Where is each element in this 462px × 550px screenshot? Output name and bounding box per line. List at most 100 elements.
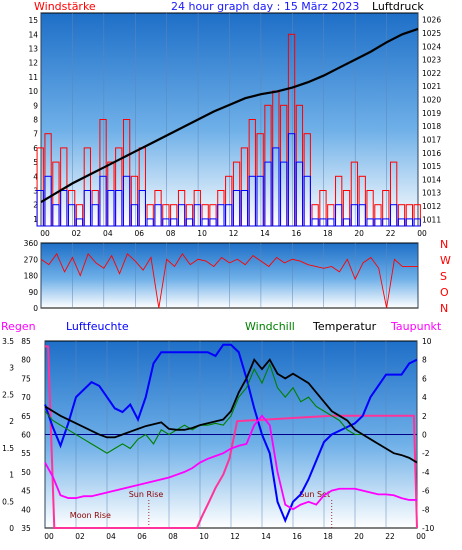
direction-y-tick: 0: [33, 304, 38, 313]
luftfeuchte-tick: 55: [21, 449, 31, 458]
climate-x-tick: 00: [44, 532, 54, 541]
humidity-line: [44, 343, 418, 524]
compass-label: S: [440, 270, 447, 283]
wind-avg-bar: [107, 190, 115, 227]
wind-avg-bar: [217, 204, 225, 227]
direction-grid: [40, 243, 419, 308]
wind-avg-bar: [146, 218, 154, 227]
climate-x-tick: 04: [106, 532, 116, 541]
wind-avg-bar: [201, 218, 209, 227]
temperature-ticks: -10 -8 -6 -4 -2 0 2 4 6 8 10: [422, 337, 434, 533]
temperature-tick: 2: [422, 412, 427, 421]
temperature-tick: -10: [422, 524, 434, 533]
wind-avg-bar: [209, 218, 217, 227]
temperature-tick: 4: [422, 393, 427, 402]
climate-x-tick: 22: [385, 532, 395, 541]
wind-x-tick: 20: [354, 229, 364, 238]
pressure-y-tick: 1017: [422, 135, 441, 144]
wind-avg-bar: [162, 218, 170, 227]
compass-label: N: [440, 302, 448, 315]
climate-x-ticks: 00 02 04 06 08 10 12 14 16 18 20 22 00: [44, 532, 426, 541]
event-label: Sun Set: [299, 490, 330, 499]
regen-label: Regen: [1, 320, 36, 333]
wind-y-tick: 7: [33, 130, 38, 139]
dewpoint-line: [44, 414, 417, 511]
wind-avg-bar: [287, 133, 296, 227]
wind-y-tick: 1: [33, 215, 38, 224]
wind-avg-bar: [342, 218, 351, 227]
pressure-y-tick: 1018: [422, 122, 441, 131]
wind-avg-bar: [138, 190, 146, 227]
wind-avg-bar: [170, 218, 178, 227]
pressure-y-tick: 1026: [422, 16, 441, 25]
wind-x-tick: 10: [197, 229, 207, 238]
wind-avg-bar: [319, 218, 327, 227]
wind-avg-series: [36, 133, 421, 227]
temperatur-label: Temperatur: [312, 320, 377, 333]
wind-y-tick: 13: [28, 45, 38, 54]
climate-x-tick: 20: [354, 532, 364, 541]
temperature-line: [44, 357, 418, 464]
pressure-y-tick: 1013: [422, 189, 441, 198]
pressure-y-tick: 1012: [422, 202, 441, 211]
event-label: Moon Rise: [70, 511, 111, 520]
pressure-y-tick: 1014: [422, 175, 441, 184]
wind-x-tick: 12: [229, 229, 239, 238]
climate-x-tick: 18: [323, 532, 333, 541]
wind-avg-bar: [390, 204, 398, 227]
wind-avg-bar: [52, 204, 60, 227]
direction-y-tick: 270: [24, 255, 39, 264]
wind-avg-bar: [248, 175, 256, 227]
wind-avg-bar: [272, 147, 280, 227]
wind-avg-bar: [327, 218, 335, 227]
wind-x-tick: 22: [386, 229, 396, 238]
wind-y-tick: 11: [28, 73, 38, 82]
compass-label: O: [440, 286, 449, 299]
wind-avg-bar: [99, 175, 107, 227]
wind-avg-bar: [67, 204, 76, 227]
wind-x-tick: 00: [40, 229, 50, 238]
wind-x-tick: 02: [72, 229, 82, 238]
wind-avg-bar: [382, 218, 390, 227]
windchill-label: Windchill: [245, 320, 295, 333]
regen-tick: 0.5: [2, 497, 14, 506]
regen-tick: 1.5: [2, 444, 14, 453]
pressure-y-ticks: 1011 1012 1013 1014 1015 1016 1017 1018 1019 1020…: [422, 16, 441, 225]
wind-avg-bar: [311, 218, 319, 227]
wind-y-tick: 8: [33, 116, 38, 125]
wind-avg-bar: [91, 204, 99, 227]
wind-y-tick: 12: [28, 59, 38, 68]
wind-x-tick: 08: [166, 229, 176, 238]
wind-avg-bar: [122, 175, 131, 227]
direction-y-tick: 180: [24, 272, 39, 281]
wind-avg-bar: [397, 218, 406, 227]
temperature-tick: -2: [422, 449, 430, 458]
wind-avg-bar: [154, 204, 162, 227]
wind-y-tick: 14: [28, 30, 38, 39]
luftfeuchte-tick: 75: [21, 374, 31, 383]
wind-y-tick: 4: [33, 172, 38, 181]
luftfeuchte-tick: 80: [21, 356, 31, 365]
pressure-y-tick: 1015: [422, 162, 441, 171]
regen-ticks: 0 0.5 1 1.5 2 2.5 3 3.5: [2, 337, 14, 533]
pressure-y-tick: 1024: [422, 42, 441, 51]
wind-y-tick: 15: [28, 16, 38, 25]
wind-avg-bar: [83, 190, 91, 227]
compass-label: W: [440, 254, 451, 267]
regen-tick: 1: [9, 471, 14, 480]
wind-x-ticks: 00 02 04 06 08 10 12 14 16 18 20 22 00: [40, 229, 427, 238]
temperature-tick: -8: [422, 505, 430, 514]
luftfeuchte-tick: 85: [21, 337, 31, 346]
pressure-y-tick: 1020: [422, 96, 441, 105]
pressure-y-tick: 1019: [422, 109, 441, 118]
direction-y-ticks: 0 90 180 270 360: [24, 239, 39, 313]
pressure-y-tick: 1022: [422, 69, 441, 78]
climate-x-tick: 08: [168, 532, 178, 541]
regen-tick: 2: [9, 417, 14, 426]
wind-avg-bar: [60, 190, 68, 227]
climate-x-tick: 10: [199, 532, 209, 541]
climate-x-tick: 12: [230, 532, 240, 541]
wind-avg-bar: [36, 190, 44, 227]
